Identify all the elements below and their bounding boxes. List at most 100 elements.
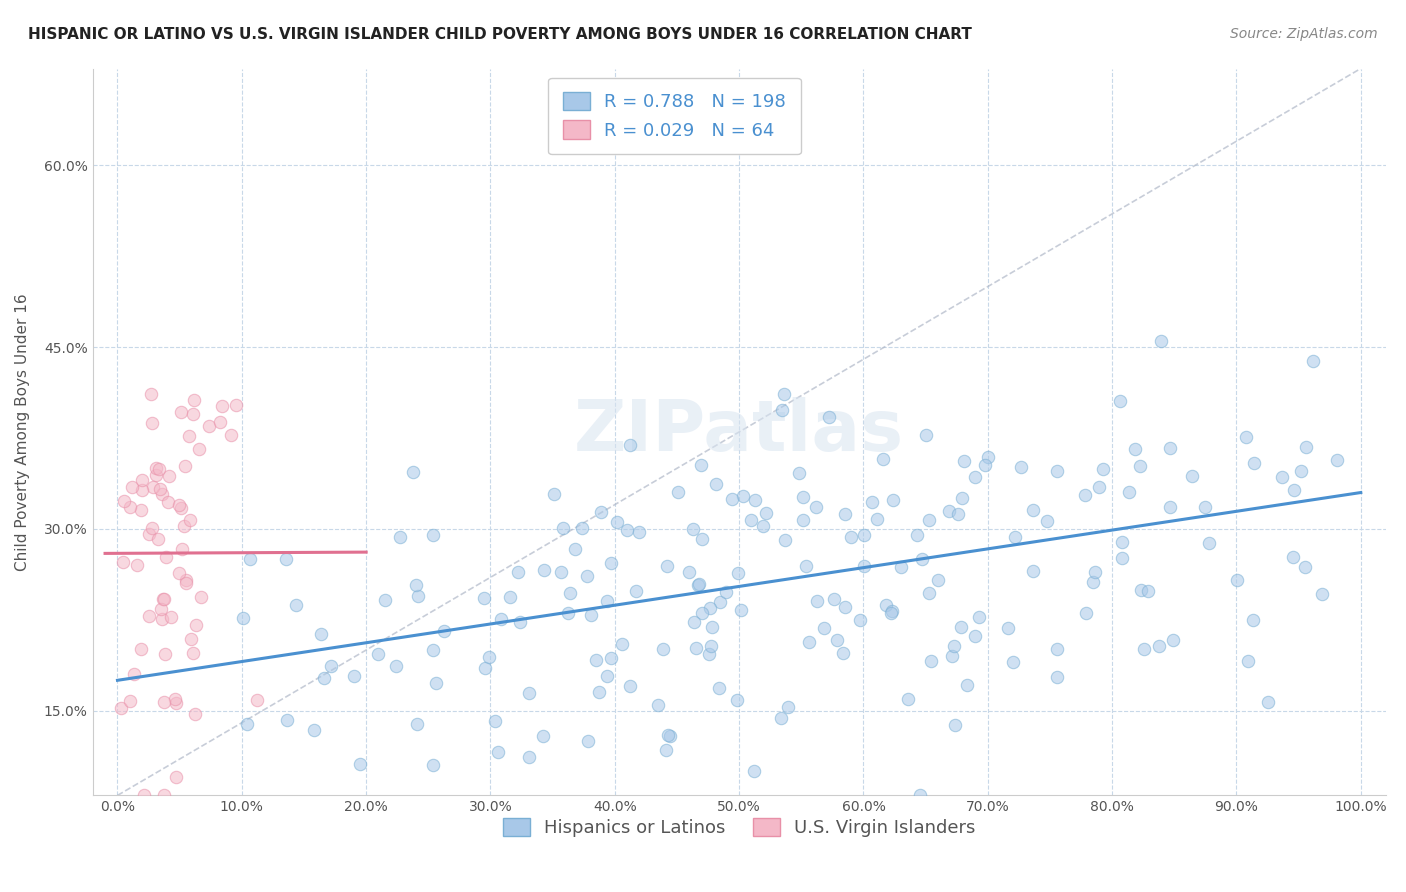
Point: [564, 541, 586, 556]
Point: [920, 654, 942, 668]
Point: [367, 647, 389, 661]
Point: [823, 591, 845, 606]
Point: [1123, 442, 1146, 456]
Point: [165, 696, 187, 710]
Point: [654, 743, 676, 757]
Point: [655, 558, 678, 573]
Point: [406, 589, 429, 603]
Point: [1118, 485, 1140, 500]
Point: [343, 669, 366, 683]
Point: [690, 532, 713, 546]
Point: [1295, 560, 1317, 574]
Point: [882, 492, 904, 507]
Point: [112, 494, 135, 508]
Point: [589, 505, 612, 519]
Point: [1150, 334, 1173, 348]
Point: [730, 603, 752, 617]
Point: [145, 468, 167, 483]
Point: [571, 521, 593, 535]
Point: [918, 586, 941, 600]
Point: [478, 650, 501, 665]
Point: [626, 584, 648, 599]
Point: [211, 399, 233, 413]
Point: [1241, 613, 1264, 627]
Point: [709, 681, 731, 696]
Point: [682, 615, 704, 629]
Point: [139, 387, 162, 401]
Point: [619, 679, 641, 693]
Point: [474, 661, 496, 675]
Point: [131, 473, 153, 487]
Point: [422, 758, 444, 772]
Point: [943, 717, 966, 731]
Point: [714, 585, 737, 599]
Point: [219, 428, 242, 442]
Point: [817, 410, 839, 425]
Point: [918, 513, 941, 527]
Point: [1111, 534, 1133, 549]
Point: [1092, 461, 1115, 475]
Point: [169, 566, 191, 580]
Point: [834, 600, 856, 615]
Point: [1022, 565, 1045, 579]
Point: [744, 493, 766, 508]
Point: [678, 565, 700, 579]
Point: [173, 519, 195, 533]
Point: [787, 466, 810, 480]
Point: [576, 569, 599, 583]
Point: [946, 507, 969, 521]
Point: [1302, 353, 1324, 368]
Point: [956, 678, 979, 692]
Point: [769, 711, 792, 725]
Point: [697, 647, 720, 661]
Point: [173, 459, 195, 474]
Point: [304, 723, 326, 737]
Point: [595, 593, 617, 607]
Point: [177, 429, 200, 443]
Text: Source: ZipAtlas.com: Source: ZipAtlas.com: [1230, 27, 1378, 41]
Point: [825, 633, 848, 648]
Point: [165, 691, 187, 706]
Point: [1310, 586, 1333, 600]
Point: [1243, 456, 1265, 470]
Point: [832, 647, 855, 661]
Point: [889, 559, 911, 574]
Point: [942, 640, 965, 654]
Point: [499, 590, 522, 604]
Text: ZIPatlas: ZIPatlas: [574, 398, 904, 467]
Point: [550, 565, 572, 579]
Point: [276, 713, 298, 727]
Point: [949, 620, 972, 634]
Point: [1088, 480, 1111, 494]
Point: [1004, 530, 1026, 544]
Point: [690, 606, 713, 620]
Point: [184, 618, 207, 632]
Point: [1046, 464, 1069, 478]
Point: [742, 764, 765, 778]
Point: [179, 512, 201, 526]
Point: [952, 453, 974, 467]
Point: [153, 647, 176, 661]
Point: [740, 513, 762, 527]
Point: [172, 542, 194, 557]
Point: [770, 403, 793, 417]
Y-axis label: Child Poverty Among Boys Under 16: Child Poverty Among Boys Under 16: [15, 293, 30, 571]
Point: [153, 591, 176, 606]
Point: [167, 498, 190, 512]
Point: [1326, 452, 1348, 467]
Point: [1129, 459, 1152, 474]
Point: [319, 658, 342, 673]
Point: [875, 598, 897, 612]
Point: [1010, 460, 1032, 475]
Point: [131, 503, 153, 517]
Point: [1159, 500, 1181, 515]
Point: [685, 641, 707, 656]
Point: [111, 555, 134, 569]
Point: [160, 610, 183, 624]
Point: [152, 592, 174, 607]
Point: [1237, 655, 1260, 669]
Point: [778, 700, 800, 714]
Point: [965, 629, 987, 643]
Point: [1136, 583, 1159, 598]
Point: [152, 612, 174, 626]
